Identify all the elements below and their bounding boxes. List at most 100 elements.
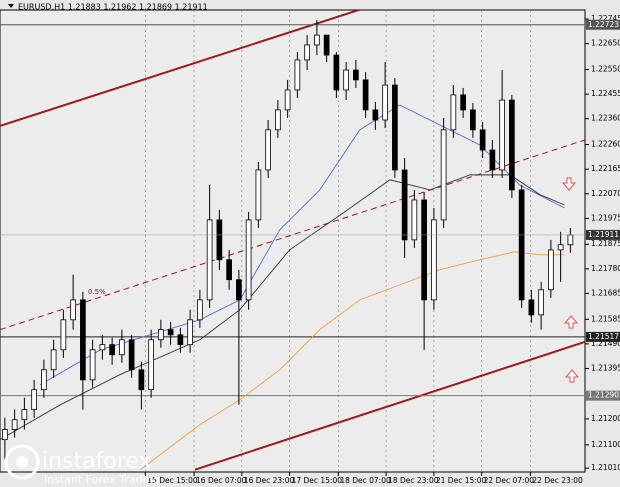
candle-body — [187, 319, 193, 346]
candle-body — [362, 79, 369, 111]
candle-body — [31, 389, 37, 411]
candle-body — [265, 129, 271, 171]
logo-icon — [4, 444, 40, 480]
plot — [0, 10, 585, 472]
candle-body — [440, 129, 447, 221]
level-label: 1.21290 — [588, 391, 619, 400]
candle-body — [431, 219, 437, 301]
candle-body — [509, 99, 515, 191]
x-tick-label: 17 Dec 15:00 — [292, 476, 343, 485]
candle-body — [21, 409, 28, 421]
level-label-bg — [586, 331, 620, 342]
level-label-bg — [586, 390, 620, 401]
candle-body — [245, 219, 252, 301]
y-tick-label: 1.21010 — [591, 463, 620, 472]
candle-body — [421, 199, 427, 301]
arrow-up — [564, 369, 580, 383]
chart-title: EURUSD,H1 1.21883 1.21962 1.21869 1.2191… — [18, 3, 208, 12]
x-tick-label: 22 Dec 07:00 — [484, 476, 535, 485]
candle-body — [528, 299, 535, 316]
candle-body — [450, 94, 457, 131]
y-tick-label: 1.21585 — [591, 314, 620, 323]
arrow-down — [561, 177, 577, 191]
candle-body — [109, 344, 115, 356]
trend-line — [0, 139, 585, 331]
candle-body — [158, 329, 164, 341]
candle-body — [567, 234, 574, 246]
logo-tagline: Instant Forex Trading — [44, 473, 160, 486]
candle-body — [314, 34, 320, 46]
candle-body — [323, 34, 330, 56]
candle-body — [197, 299, 203, 321]
candle-body — [236, 279, 242, 301]
x-tick-label: 18 Dec 07:00 — [340, 476, 391, 485]
y-tick-label: 1.22165 — [591, 164, 620, 173]
candle-body — [392, 84, 398, 171]
x-tick-label: 22 Dec 23:00 — [532, 476, 583, 485]
logo: instaforex Instant Forex Trading — [4, 444, 160, 486]
candle-body — [70, 299, 76, 321]
x-tick-label: 16 Dec 07:00 — [196, 476, 247, 485]
candle-body — [382, 84, 388, 121]
y-tick-label: 1.21780 — [591, 264, 620, 273]
y-tick-label: 1.21685 — [591, 288, 620, 297]
last-price-label: 1.21911 — [588, 230, 619, 239]
y-tick-label: 1.21200 — [591, 414, 620, 423]
level-label: 1.22723 — [588, 20, 619, 29]
y-tick-label: 1.21875 — [591, 239, 620, 248]
arrow-up — [563, 315, 579, 329]
x-tick-label: 15 Dec 15:00 — [147, 476, 198, 485]
candle-body — [216, 219, 223, 261]
candle-body — [41, 369, 47, 391]
level-label-bg — [586, 19, 620, 30]
candle-body — [343, 69, 349, 91]
candle-body — [11, 419, 18, 430]
y-tick-label: 1.22550 — [591, 65, 620, 74]
candle-body — [128, 339, 135, 371]
candle-body — [99, 344, 106, 351]
candle-body — [226, 259, 232, 281]
x-tick-label: 16 Dec 23:00 — [244, 476, 295, 485]
trend-line — [194, 340, 585, 471]
candle-body — [557, 244, 564, 251]
candle-body — [206, 219, 213, 301]
candle-body — [177, 334, 184, 346]
candle-body — [2, 429, 8, 441]
candle-body — [518, 189, 525, 301]
candle-body — [460, 94, 466, 111]
candle-body — [411, 199, 418, 241]
candle-body — [80, 299, 86, 381]
candle-body — [470, 109, 476, 131]
candle-body — [294, 59, 301, 91]
candle-body — [60, 319, 67, 351]
annotation: 0.5% — [88, 288, 106, 296]
candle-body — [148, 339, 154, 391]
y-tick-label: 1.21100 — [591, 440, 620, 449]
candle-body — [353, 69, 359, 81]
y-tick-label: 1.21395 — [591, 363, 620, 372]
candle-body — [284, 89, 291, 111]
y-tick-label: 1.21975 — [591, 213, 620, 222]
candle-body — [275, 109, 281, 131]
x-tick-label: 18 Dec 23:00 — [388, 476, 439, 485]
candle-body — [401, 169, 408, 241]
candle-body — [304, 44, 310, 61]
logo-icon — [16, 456, 28, 468]
candle-body — [333, 54, 340, 91]
candle-body — [255, 169, 262, 221]
candle-body — [489, 149, 496, 171]
candle-body — [499, 99, 505, 171]
level-label: 1.21517 — [588, 332, 619, 341]
candle-body — [89, 349, 96, 381]
y-tick-label: 1.22455 — [591, 89, 620, 98]
y-tick-label: 1.22650 — [591, 39, 620, 48]
candle-body — [167, 329, 174, 336]
y-tick-label: 1.22070 — [591, 189, 620, 198]
axes: 1.22745 1.22650 1.22550 1.22455 1.22360 1.222… — [144, 14, 620, 485]
candle-body — [372, 109, 379, 121]
y-tick-label: 1.22360 — [591, 114, 620, 123]
plot-area — [0, 9, 586, 473]
y-tick-label: 1.22260 — [591, 140, 620, 149]
candle-body — [479, 129, 486, 151]
